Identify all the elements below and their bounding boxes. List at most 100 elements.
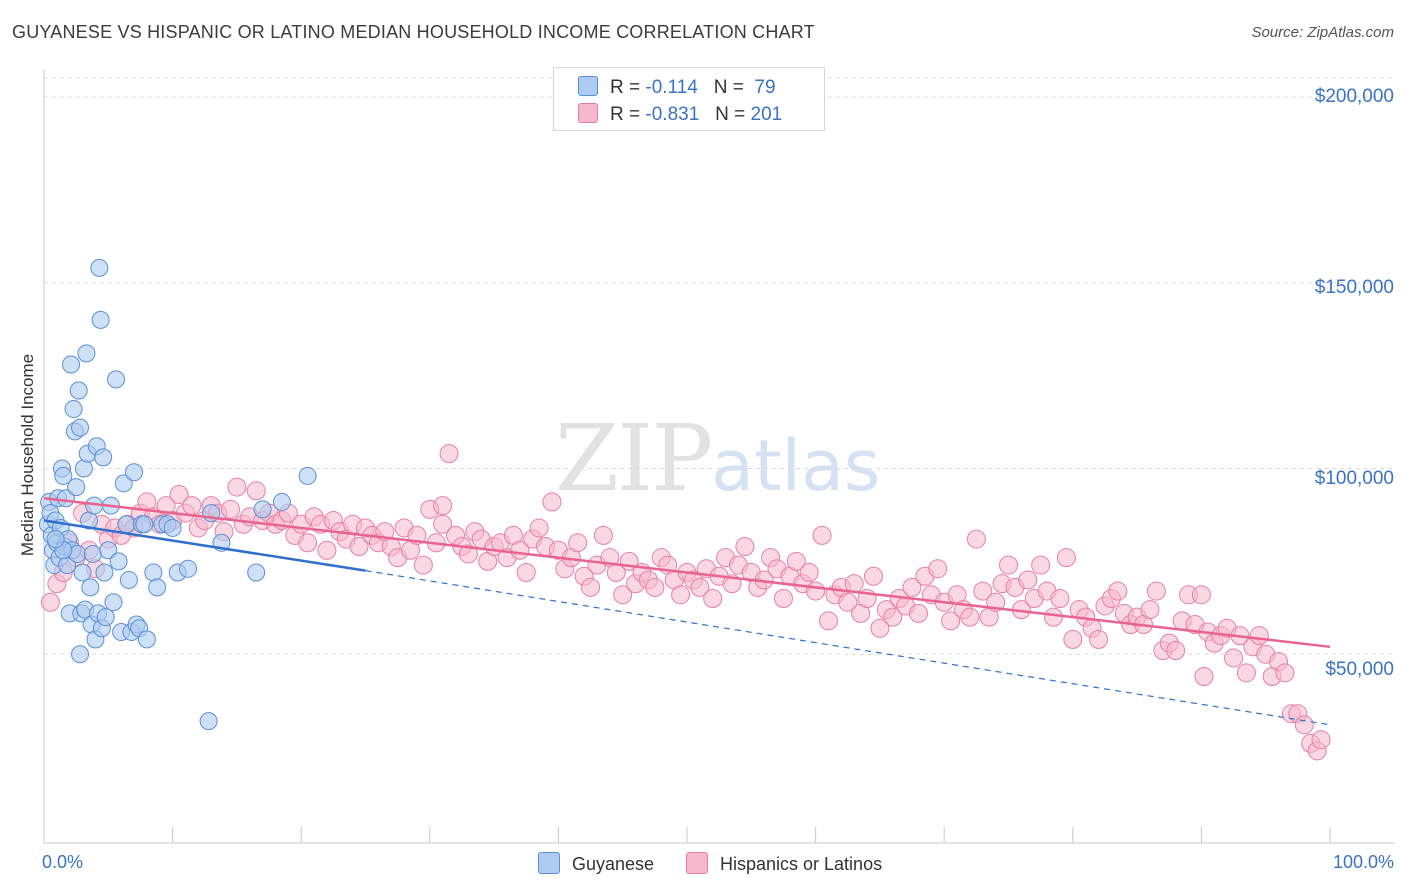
- point-guyanese: [46, 530, 65, 549]
- point-guyanese: [119, 570, 138, 589]
- point-guyanese: [62, 355, 81, 374]
- point-hispanics-or-latinos: [902, 577, 922, 597]
- point-guyanese: [107, 370, 126, 389]
- point-guyanese: [67, 478, 86, 497]
- point-hispanics-or-latinos: [799, 563, 819, 583]
- point-hispanics-or-latinos: [433, 514, 453, 534]
- point-hispanics-or-latinos: [568, 533, 588, 553]
- legend-r-label: R =: [610, 104, 641, 125]
- point-hispanics-or-latinos: [169, 485, 189, 505]
- point-guyanese: [125, 463, 144, 482]
- point-hispanics-or-latinos: [1031, 555, 1051, 575]
- point-hispanics-or-latinos: [806, 581, 826, 601]
- bottom-legend-guyanese: Guyanese: [538, 852, 654, 875]
- point-hispanics-or-latinos: [1146, 581, 1166, 601]
- point-hispanics-or-latinos: [671, 585, 691, 605]
- point-guyanese: [253, 500, 272, 519]
- point-hispanics-or-latinos: [1050, 589, 1070, 609]
- point-hispanics-or-latinos: [1166, 641, 1186, 661]
- point-guyanese: [77, 344, 96, 363]
- y-tick-label-50000: $50,000: [1325, 659, 1394, 680]
- bottom-legend-label-hispanic: Hispanics or Latinos: [720, 854, 883, 874]
- y-tick-label-100000: $100,000: [1314, 468, 1394, 489]
- point-guyanese: [247, 563, 266, 582]
- point-guyanese: [298, 466, 317, 485]
- point-hispanics-or-latinos: [1191, 585, 1211, 605]
- legend-swatch-guyanese: [578, 76, 598, 96]
- point-hispanics-or-latinos: [317, 540, 337, 560]
- point-hispanics-or-latinos: [999, 555, 1018, 575]
- point-hispanics-or-latinos: [182, 496, 202, 516]
- point-guyanese: [54, 466, 73, 485]
- point-guyanese: [148, 578, 167, 597]
- point-hispanics-or-latinos: [413, 555, 433, 575]
- point-guyanese: [163, 518, 182, 537]
- bottom-legend-hispanic: Hispanics or Latinos: [686, 852, 882, 875]
- point-hispanics-or-latinos: [863, 566, 883, 586]
- point-hispanics-or-latinos: [1294, 715, 1314, 735]
- y-tick-label-200000: $200,000: [1314, 86, 1394, 107]
- point-hispanics-or-latinos: [1275, 663, 1295, 683]
- point-hispanics-or-latinos: [786, 551, 806, 571]
- point-guyanese: [90, 258, 109, 277]
- legend-row-hispanic: R = -0.831 N = 201: [578, 103, 782, 126]
- watermark: ZIPatlas: [555, 405, 880, 512]
- point-hispanics-or-latinos: [581, 577, 601, 597]
- legend: R = -0.114 N = 79 R = -0.831 N = 201: [553, 67, 825, 131]
- watermark-zip: ZIP: [555, 405, 713, 512]
- point-hispanics-or-latinos: [613, 585, 633, 605]
- point-hispanics-or-latinos: [439, 444, 459, 464]
- point-guyanese: [272, 492, 291, 511]
- point-hispanics-or-latinos: [1249, 626, 1269, 646]
- point-hispanics-or-latinos: [1140, 600, 1160, 620]
- source-credit: Source: ZipAtlas.com: [1251, 24, 1394, 41]
- point-guyanese: [199, 712, 218, 731]
- point-hispanics-or-latinos: [529, 518, 549, 538]
- legend-row-guyanese: R = -0.114 N = 79: [578, 76, 776, 99]
- point-guyanese: [69, 381, 88, 400]
- point-guyanese: [117, 515, 136, 534]
- point-hispanics-or-latinos: [542, 492, 562, 512]
- watermark-atlas: atlas: [711, 425, 881, 507]
- point-hispanics-or-latinos: [1224, 648, 1244, 668]
- y-tick-label-150000: $150,000: [1314, 277, 1394, 298]
- x-tick-label-max: 100.0%: [1332, 852, 1394, 872]
- point-hispanics-or-latinos: [458, 544, 478, 564]
- point-guyanese: [137, 630, 156, 649]
- point-hispanics-or-latinos: [227, 477, 247, 497]
- bottom-legend-swatch-hispanic: [686, 852, 708, 874]
- legend-n-value-hispanic: 201: [750, 104, 783, 125]
- point-hispanics-or-latinos: [735, 537, 755, 557]
- point-hispanics-or-latinos: [966, 529, 986, 549]
- legend-r-value-hispanic: -0.831: [645, 104, 700, 125]
- point-guyanese: [99, 541, 118, 560]
- point-hispanics-or-latinos: [838, 592, 858, 612]
- point-hispanics-or-latinos: [1018, 570, 1038, 590]
- legend-n-label: N =: [713, 77, 744, 98]
- point-hispanics-or-latinos: [703, 589, 723, 609]
- point-guyanese: [95, 563, 114, 582]
- trendline-guyanese: [43, 519, 366, 572]
- point-hispanics-or-latinos: [818, 611, 838, 631]
- point-hispanics-or-latinos: [220, 499, 240, 519]
- bottom-legend-swatch-guyanese: [538, 852, 560, 874]
- legend-r-label: R =: [610, 77, 641, 98]
- point-hispanics-or-latinos: [645, 577, 665, 597]
- point-guyanese: [96, 608, 115, 627]
- point-hispanics-or-latinos: [1311, 730, 1331, 750]
- point-hispanics-or-latinos: [516, 563, 536, 583]
- point-guyanese: [71, 645, 90, 664]
- legend-n-label: N =: [715, 104, 746, 125]
- point-hispanics-or-latinos: [1108, 581, 1128, 601]
- point-hispanics-or-latinos: [870, 618, 890, 638]
- point-hispanics-or-latinos: [1194, 667, 1214, 687]
- point-guyanese: [74, 459, 93, 478]
- point-guyanese: [64, 400, 83, 419]
- point-hispanics-or-latinos: [1056, 548, 1076, 568]
- legend-n-value-guyanese: 79: [754, 77, 776, 98]
- point-guyanese: [179, 559, 198, 578]
- point-hispanics-or-latinos: [1044, 607, 1064, 627]
- point-guyanese: [73, 563, 92, 582]
- point-guyanese: [114, 474, 133, 493]
